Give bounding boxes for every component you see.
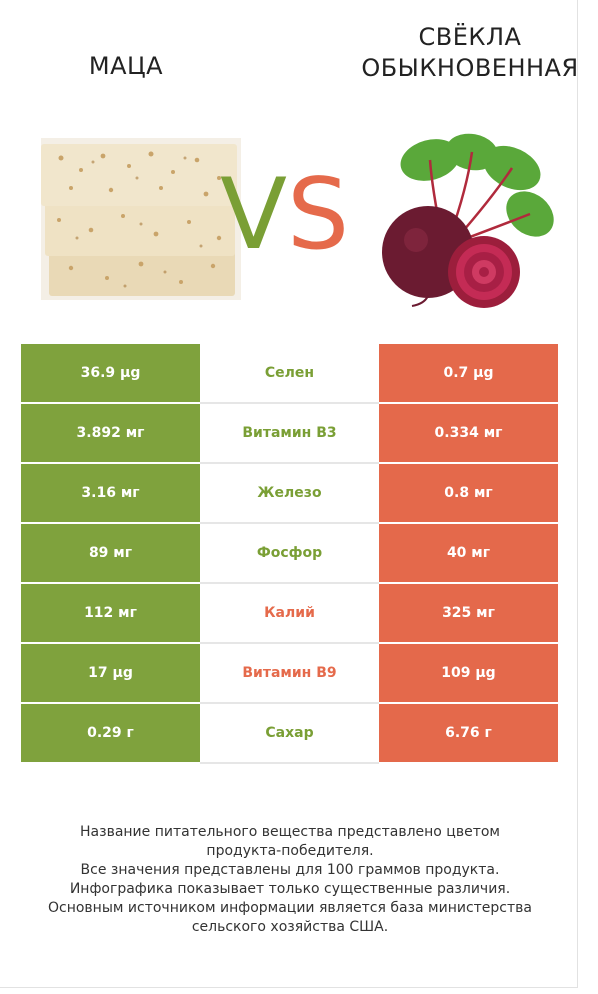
left-value: 3.892 мг (21, 403, 200, 464)
right-value: 109 µg (379, 643, 558, 704)
nutrient-row: 112 мг Калий 325 мг (21, 583, 558, 644)
nutrient-row: 17 µg Витамин B9 109 µg (21, 643, 558, 704)
nutrient-row: 0.29 г Сахар 6.76 г (21, 703, 558, 764)
right-product-title-line1: СВЁКЛА (418, 23, 522, 51)
infographic-frame (0, 0, 578, 988)
nutrient-name: Железо (200, 463, 379, 524)
footer-line: сельского хозяйства США. (191, 919, 389, 935)
nutrient-name: Витамин B3 (200, 403, 379, 464)
nutrient-row: 3.16 мг Железо 0.8 мг (21, 463, 558, 524)
left-product-title: МАЦА (88, 52, 164, 80)
footer-line: Основным источником информации является … (48, 900, 532, 916)
beet-image (382, 133, 554, 308)
nutrient-name: Фосфор (200, 523, 379, 584)
vs-letter-s: S (287, 158, 350, 272)
nutrient-name: Витамин B9 (200, 643, 379, 704)
nutrient-name: Калий (200, 583, 379, 644)
footer-line: Все значения представлены для 100 граммо… (80, 862, 500, 878)
right-value: 40 мг (379, 523, 558, 584)
nutrient-name: Сахар (200, 703, 379, 764)
footer-note: Название питательного вещества представл… (0, 823, 580, 937)
right-value: 0.7 µg (379, 344, 558, 404)
right-product-title: СВЁКЛА ОБЫКНОВЕННАЯ (340, 22, 598, 84)
nutrient-row: 36.9 µg Селен 0.7 µg (21, 344, 558, 404)
left-value: 0.29 г (21, 703, 200, 764)
nutrient-name: Селен (200, 344, 379, 404)
nutrient-row: 3.892 мг Витамин B3 0.334 мг (21, 403, 558, 464)
right-product-title-line2: ОБЫКНОВЕННАЯ (361, 54, 579, 82)
versus-label: VS (220, 160, 349, 270)
left-value: 17 µg (21, 643, 200, 704)
right-value: 0.8 мг (379, 463, 558, 524)
right-value: 325 мг (379, 583, 558, 644)
left-value: 36.9 µg (21, 344, 200, 404)
nutrient-row: 89 мг Фосфор 40 мг (21, 523, 558, 584)
vs-letter-v: V (220, 158, 288, 272)
comparison-table: 36.9 µg Селен 0.7 µg 3.892 мг Витамин B3 0.33… (21, 344, 558, 764)
matzo-image (41, 138, 241, 300)
left-value: 89 мг (21, 523, 200, 584)
right-value: 0.334 мг (379, 403, 558, 464)
footer-line: Инфографика показывает только существенн… (69, 881, 511, 897)
right-value: 6.76 г (379, 703, 558, 764)
footer-line: Название питательного вещества представл… (80, 824, 500, 840)
left-value: 112 мг (21, 583, 200, 644)
footer-line: продукта-победителя. (206, 843, 374, 859)
left-value: 3.16 мг (21, 463, 200, 524)
